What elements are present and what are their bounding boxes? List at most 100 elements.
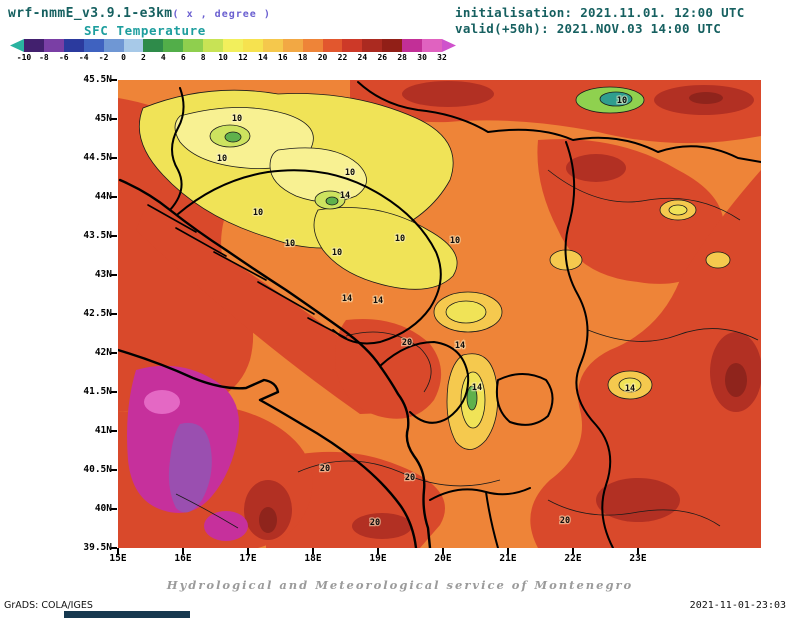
x-axis-label: 18E — [304, 553, 322, 564]
colorbar-segment — [362, 39, 383, 52]
colorbar-segment — [10, 39, 24, 52]
colorbar-tick-label: -4 — [78, 53, 89, 62]
x-axis-label: 23E — [629, 553, 647, 564]
y-axis-tick — [111, 508, 117, 510]
x-axis-tick — [247, 548, 249, 554]
contour-label: 20 — [560, 516, 570, 526]
colorbar: -10 -8 -6 -4 -2 0 2 4 6 8 10 12 14 16 18 20 22 24 26 28 30 32 — [10, 39, 456, 62]
y-axis-label: 41N — [94, 425, 112, 436]
contour-label: 10 — [395, 234, 405, 244]
y-axis-label: 40.5N — [83, 464, 112, 475]
colorbar-segment — [183, 39, 204, 52]
magenta-region-italy — [127, 365, 248, 541]
colorbar-segment — [262, 39, 284, 52]
x-axis-tick — [377, 548, 379, 554]
x-axis-label: 21E — [499, 553, 517, 564]
y-axis-tick — [111, 196, 117, 198]
y-axis-label: 42N — [94, 347, 112, 358]
timestamp: 2021-11-01-23:03 — [689, 600, 786, 611]
x-axis-label: 19E — [369, 553, 387, 564]
contour-label: 20 — [370, 518, 380, 528]
colorbar-segment — [282, 39, 304, 52]
valid-time-label: valid(+50h): 2021.NOV.03 14:00 UTC — [455, 21, 722, 36]
colorbar-tick-label: 8 — [200, 53, 206, 62]
model-units: ( x , degree ) — [172, 9, 271, 20]
colorbar-segment — [322, 39, 343, 52]
colorbar-segment — [163, 39, 184, 52]
y-axis-tick — [111, 547, 117, 549]
colorbar-segment — [203, 39, 224, 52]
colorbar-segment — [63, 39, 85, 52]
contour-label: 20 — [405, 473, 415, 483]
x-axis-tick — [117, 548, 119, 554]
colorbar-tick-label: -10 — [16, 53, 32, 62]
init-time-label: initialisation: 2021.11.01. 12:00 UTC — [455, 5, 745, 20]
colorbar-tick-label: 30 — [417, 53, 427, 62]
contour-label: 10 — [332, 248, 342, 258]
colorbar-tick-label: 20 — [317, 53, 328, 62]
colorbar-tick-label: 28 — [397, 53, 408, 62]
colorbar-tick-label: 0 — [121, 53, 126, 62]
cool-yellow-highlands — [139, 89, 458, 290]
x-axis-tick — [312, 548, 314, 554]
y-axis-tick — [111, 157, 117, 159]
colorbar-tick-label: 14 — [258, 53, 268, 62]
islands — [147, 204, 347, 339]
y-axis-tick — [111, 430, 117, 432]
contour-label: 14 — [342, 294, 352, 304]
y-axis-label: 43.5N — [83, 230, 112, 241]
contour-label: 20 — [320, 464, 330, 474]
colorbar-segment — [123, 39, 144, 52]
contour-label: 10 — [617, 96, 627, 106]
colorbar-tick-label: 16 — [277, 53, 288, 62]
bottom-bar-decoration — [64, 611, 190, 618]
colorbar-segment — [402, 39, 423, 52]
y-axis-tick — [111, 469, 117, 471]
hottest-maroon-spots — [259, 92, 747, 533]
y-axis-tick — [111, 79, 117, 81]
colorbar-segment — [103, 39, 124, 52]
colorbar-tick-label: 10 — [218, 53, 228, 62]
contour-label: 20 — [402, 338, 412, 348]
x-axis-tick — [442, 548, 444, 554]
colorbar-tick-label: 12 — [238, 53, 248, 62]
colorbar-tick-label: 4 — [160, 53, 166, 62]
x-axis-label: 16E — [174, 553, 192, 564]
contour-lines — [175, 169, 759, 529]
run-info: initialisation: 2021.11.01. 12:00 UTC va… — [455, 5, 745, 37]
model-name: wrf-nmmE_v3.9.1-e3km — [8, 6, 173, 21]
y-axis-label: 44.5N — [83, 152, 112, 163]
colorbar-segment — [223, 39, 244, 52]
model-title: wrf-nmmE_v3.9.1-e3km( x , degree ) — [8, 6, 271, 21]
y-axis-label: 40N — [94, 503, 112, 514]
contour-label: 10 — [285, 239, 295, 249]
x-axis-label: 22E — [564, 553, 582, 564]
colorbar-segment — [442, 39, 456, 52]
contour-label: 10 — [232, 114, 242, 124]
x-axis-label: 20E — [434, 553, 452, 564]
contour-label: 14 — [373, 296, 383, 306]
colorbar-tick-label: 22 — [337, 53, 348, 62]
field-title: SFC Temperature — [84, 23, 206, 38]
x-axis-label: 17E — [239, 553, 257, 564]
y-axis-label: 41.5N — [83, 386, 112, 397]
contour-label: 10 — [217, 154, 227, 164]
x-axis-tick — [572, 548, 574, 554]
colorbar-tick-label: 6 — [180, 53, 186, 62]
x-axis-tick — [637, 548, 639, 554]
colorbar-tick-label: 2 — [141, 53, 146, 62]
y-axis-label: 39.5N — [83, 542, 112, 553]
grads-credit: GrADS: COLA/IGES — [4, 600, 93, 611]
y-axis-label: 43N — [94, 269, 112, 280]
colorbar-segment — [43, 39, 65, 52]
y-axis-label: 44N — [94, 191, 112, 202]
colorbar-tick-label: -2 — [98, 53, 109, 62]
colorbar-tick-label: 24 — [357, 53, 368, 62]
x-axis-tick — [507, 548, 509, 554]
colorbar-segment — [242, 39, 264, 52]
country-borders — [169, 81, 761, 548]
colorbar-segment — [422, 39, 443, 52]
colorbar-tick-label: -8 — [39, 53, 49, 62]
colorbar-segment — [382, 39, 403, 52]
